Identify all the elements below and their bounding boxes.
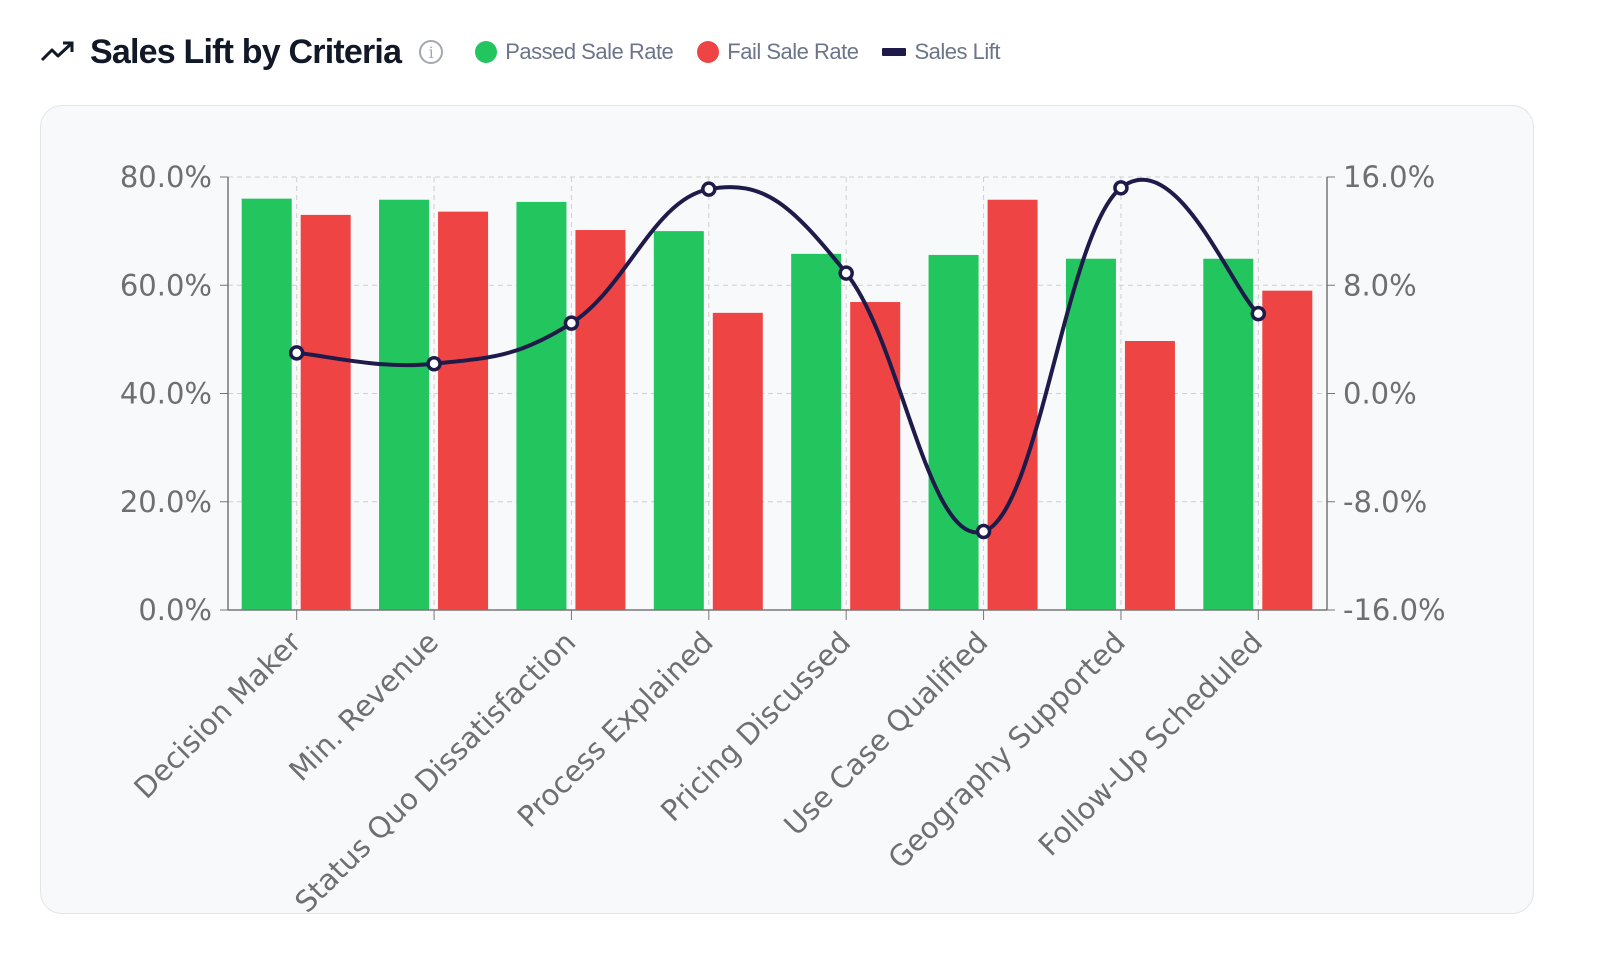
info-icon[interactable]: i — [419, 40, 444, 64]
bar-passed-6 — [1065, 258, 1116, 610]
legend-item-lift[interactable]: Sales Lift — [882, 39, 1000, 65]
legend-label: Fail Sale Rate — [727, 39, 859, 64]
left-tick-label: 80.0% — [120, 160, 212, 194]
legend-label: Passed Sale Rate — [505, 39, 674, 64]
legend-swatch — [697, 41, 720, 63]
sales-lift-point-5 — [975, 523, 992, 540]
x-tick-label: Geography Supported — [881, 625, 1131, 875]
sales-lift-point-1 — [426, 355, 442, 372]
bar-passed-3 — [653, 231, 704, 610]
bar-fail-1 — [438, 211, 489, 610]
bar-fail-4 — [850, 302, 901, 610]
left-tick-label: 0.0% — [138, 593, 212, 627]
right-tick-label: 0.0% — [1343, 377, 1417, 411]
bar-fail-2 — [575, 230, 626, 611]
bar-fail-6 — [1124, 340, 1175, 610]
right-tick-label: -8.0% — [1343, 485, 1427, 519]
sales-lift-point-3 — [701, 181, 717, 197]
chart-header: Sales Lift by Criteria i Passed Sale Rat… — [40, 28, 1024, 76]
bar-passed-2 — [516, 201, 567, 610]
bar-fail-3 — [712, 312, 763, 610]
bar-fail-0 — [300, 214, 351, 610]
x-tick-label: Status Quo Dissatisfaction — [288, 625, 582, 919]
trending-up-icon — [40, 41, 74, 62]
sales-lift-point-6 — [1113, 180, 1129, 196]
legend-item-fail[interactable]: Fail Sale Rate — [697, 39, 859, 65]
bar-passed-7 — [1203, 258, 1254, 610]
left-tick-label: 60.0% — [120, 268, 212, 302]
bar-fail-5 — [987, 199, 1038, 611]
sales-lift-point-7 — [1250, 305, 1267, 322]
bar-passed-4 — [791, 253, 842, 611]
legend-swatch — [475, 41, 498, 63]
legend: Passed Sale Rate Fail Sale Rate Sales Li… — [475, 39, 1024, 65]
legend-item-passed[interactable]: Passed Sale Rate — [475, 39, 674, 65]
left-tick-label: 20.0% — [120, 485, 212, 519]
bar-fail-7 — [1262, 290, 1313, 610]
right-tick-label: 16.0% — [1343, 160, 1435, 194]
bar-passed-0 — [241, 198, 292, 610]
legend-swatch — [882, 48, 907, 56]
x-tick-label: Decision Maker — [127, 625, 307, 805]
left-tick-label: 40.0% — [120, 377, 212, 411]
chart-title: Sales Lift by Criteria — [90, 32, 402, 71]
right-tick-label: 8.0% — [1343, 268, 1417, 302]
sales-lift-point-2 — [563, 315, 580, 331]
x-tick-label: Follow-Up Scheduled — [1032, 625, 1270, 863]
sales-lift-point-4 — [838, 265, 854, 281]
legend-label: Sales Lift — [914, 39, 1000, 64]
bar-passed-5 — [928, 254, 979, 610]
bar-passed-1 — [379, 199, 430, 611]
right-tick-label: -16.0% — [1343, 593, 1446, 627]
sales-lift-point-0 — [288, 345, 305, 361]
